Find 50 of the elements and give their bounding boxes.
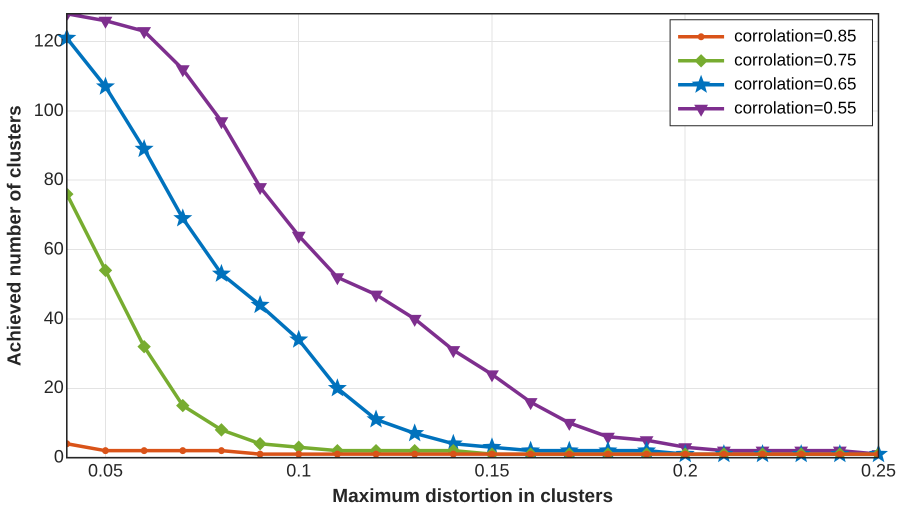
point	[643, 450, 650, 458]
point	[527, 450, 534, 458]
legend-label: corrolation=0.85	[734, 26, 856, 46]
point	[328, 378, 347, 396]
point	[488, 450, 496, 458]
point	[102, 447, 109, 454]
point	[176, 399, 190, 412]
x-axis-title: Maximum distortion in clusters	[332, 486, 614, 507]
point	[214, 117, 228, 129]
point	[604, 450, 612, 458]
point	[372, 450, 380, 458]
point	[334, 450, 341, 458]
point	[254, 437, 267, 450]
x-tick-label: 0.2	[672, 460, 698, 480]
point	[138, 27, 151, 39]
point	[250, 295, 270, 314]
point	[179, 447, 186, 454]
point	[218, 447, 225, 454]
point	[411, 450, 418, 458]
y-tick-label: 0	[54, 446, 64, 467]
y-tick-label: 80	[44, 169, 64, 190]
y-tick-label: 40	[44, 308, 64, 328]
point	[98, 16, 112, 28]
legend-label: corrolation=0.55	[734, 98, 856, 118]
point	[369, 290, 383, 302]
point	[214, 423, 228, 436]
point	[330, 273, 344, 285]
y-axis-title: Achieved number of clusters	[4, 105, 26, 366]
point	[295, 450, 302, 458]
point	[289, 330, 308, 348]
point	[366, 409, 386, 428]
point	[408, 314, 422, 326]
x-tick-label: 0.15	[474, 460, 510, 480]
point	[98, 264, 112, 277]
point	[292, 232, 306, 244]
point	[138, 340, 151, 354]
point	[176, 65, 190, 77]
point	[254, 183, 267, 195]
y-tick-label: 100	[34, 100, 64, 120]
point	[566, 450, 573, 458]
point	[450, 450, 457, 458]
y-tick-label: 60	[44, 238, 64, 259]
legend-label: corrolation=0.75	[734, 50, 856, 70]
point	[256, 450, 264, 458]
x-tick-label: 0.25	[860, 460, 896, 480]
legend-label: corrolation=0.65	[734, 74, 856, 94]
y-tick-label: 20	[44, 377, 64, 398]
x-tick-label: 0.1	[286, 460, 312, 480]
point	[140, 447, 148, 454]
x-tick-label: 0.05	[88, 460, 124, 480]
